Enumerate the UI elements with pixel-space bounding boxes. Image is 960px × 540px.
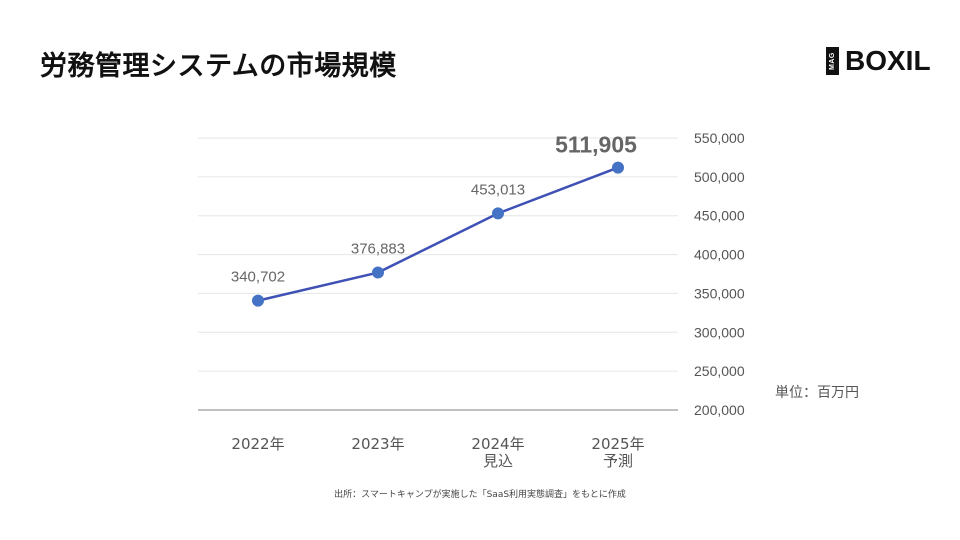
data-label: 453,013 (471, 181, 525, 198)
x-tick-label: 2024年 (471, 435, 524, 453)
data-point (372, 266, 384, 279)
logo-name: BOXIL (845, 45, 931, 76)
y-tick-label: 450,000 (694, 208, 745, 224)
x-tick-label: 予測 (603, 452, 633, 470)
x-tick-label: 2022年 (231, 435, 284, 453)
data-label: 340,702 (231, 269, 285, 286)
y-tick-label: 200,000 (694, 402, 745, 418)
y-tick-label: 350,000 (694, 285, 745, 301)
data-label: 511,905 (555, 132, 637, 158)
data-label: 376,883 (351, 241, 405, 258)
series-line (257, 166, 619, 302)
x-tick-label: 2023年 (351, 435, 404, 453)
y-tick-label: 500,000 (694, 169, 745, 185)
source-note: 出所：スマートキャンプが実施した「SaaS利用実態調査」をもとに作成 (334, 490, 626, 500)
y-tick-label: 250,000 (694, 363, 745, 379)
chart-title: 労務管理システムの市場規模 (40, 51, 397, 82)
unit-label: 単位：百万円 (775, 385, 859, 401)
data-point (252, 294, 264, 307)
x-tick-label: 見込 (483, 452, 513, 470)
boxil-logo: MAG BOXIL (826, 45, 931, 76)
y-tick-label: 400,000 (694, 247, 745, 263)
y-tick-label: 550,000 (694, 130, 745, 146)
y-tick-label: 300,000 (694, 324, 745, 340)
data-point (612, 161, 624, 174)
x-tick-label: 2025年 (591, 435, 644, 453)
data-point (492, 207, 504, 220)
